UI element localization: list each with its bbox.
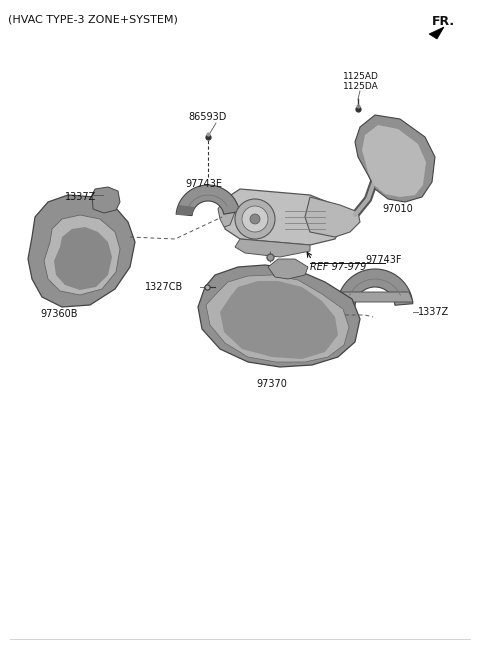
- Polygon shape: [223, 189, 342, 245]
- Polygon shape: [218, 195, 235, 227]
- Polygon shape: [92, 187, 120, 213]
- Text: 97743F: 97743F: [365, 255, 401, 265]
- Polygon shape: [220, 281, 338, 359]
- Text: 1125AD
1125DA: 1125AD 1125DA: [343, 72, 379, 91]
- Polygon shape: [206, 275, 349, 362]
- Text: 1337Z: 1337Z: [418, 307, 449, 317]
- Text: REF 97-979: REF 97-979: [310, 262, 366, 272]
- Polygon shape: [337, 292, 413, 302]
- Polygon shape: [268, 259, 308, 279]
- Polygon shape: [44, 215, 120, 295]
- Polygon shape: [235, 239, 310, 257]
- Circle shape: [242, 206, 268, 232]
- Polygon shape: [305, 197, 360, 237]
- Polygon shape: [337, 269, 413, 306]
- Text: 97743E: 97743E: [185, 179, 222, 189]
- Circle shape: [250, 214, 260, 224]
- Text: 97370: 97370: [257, 379, 288, 389]
- Text: FR.: FR.: [432, 15, 455, 28]
- Polygon shape: [429, 27, 444, 39]
- Text: 86593D: 86593D: [188, 112, 227, 122]
- Polygon shape: [198, 265, 360, 367]
- Polygon shape: [28, 195, 135, 307]
- Polygon shape: [355, 115, 435, 202]
- Polygon shape: [176, 185, 240, 215]
- Text: (HVAC TYPE-3 ZONE+SYSTEM): (HVAC TYPE-3 ZONE+SYSTEM): [8, 15, 178, 25]
- Text: 97360B: 97360B: [40, 309, 77, 319]
- Polygon shape: [362, 125, 426, 197]
- Text: 1337Z: 1337Z: [65, 192, 96, 202]
- Polygon shape: [54, 227, 112, 290]
- Polygon shape: [176, 205, 194, 215]
- Text: 97010: 97010: [383, 204, 413, 214]
- Text: 1327CB: 1327CB: [145, 282, 183, 292]
- Circle shape: [235, 199, 275, 239]
